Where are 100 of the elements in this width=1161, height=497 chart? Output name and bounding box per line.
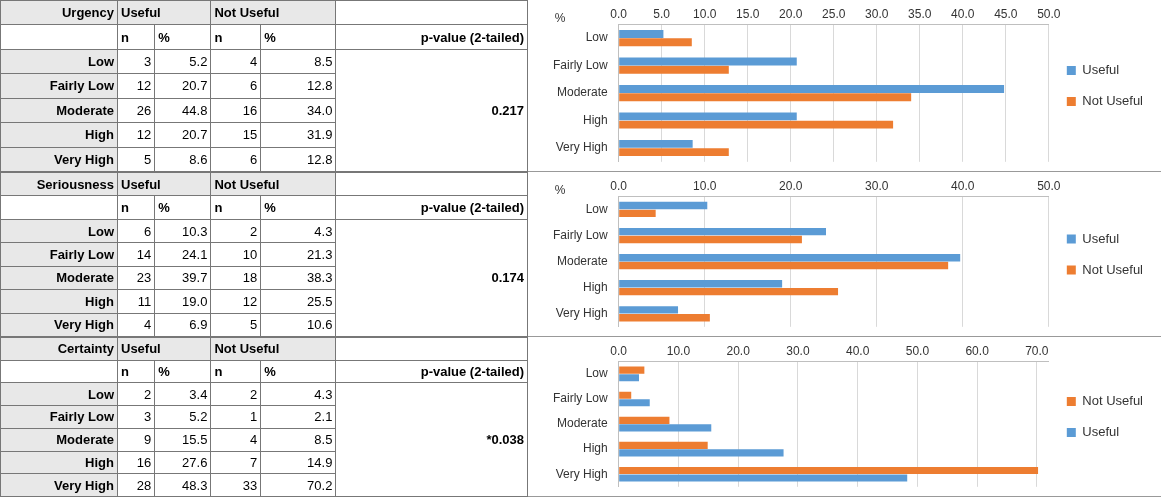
text: 8.5 — [260, 49, 336, 74]
text: 8.6 — [154, 147, 211, 172]
text: *0.038 — [335, 382, 528, 497]
x-tick-label: 50.0 — [1037, 6, 1061, 21]
text: Not Useful — [210, 337, 336, 361]
y-tick-label: Low — [585, 30, 609, 45]
text: 7 — [210, 451, 261, 474]
category-label: Very High — [54, 317, 114, 333]
text: n — [117, 360, 155, 383]
x-tick-label: 20.0 — [779, 178, 803, 193]
text: p-value (2-tailed) — [335, 195, 528, 220]
category-label: Moderate — [56, 102, 114, 118]
text: 31.9 — [260, 122, 336, 148]
text: 3 — [117, 405, 155, 429]
y-tick-label: Very High — [555, 140, 608, 155]
text: Useful — [117, 172, 211, 196]
x-tick-label: 35.0 — [908, 6, 932, 21]
text: n — [210, 195, 261, 220]
x-tick-label: 60.0 — [965, 343, 990, 358]
x-tick-label: 25.0 — [822, 6, 846, 21]
legend-label: Not Useful — [1082, 393, 1144, 409]
y-tick-label: High — [582, 441, 608, 456]
x-tick-label: 50.0 — [1037, 178, 1061, 193]
text: 6 — [210, 147, 261, 172]
text: % — [260, 24, 336, 50]
text: 0.174 — [335, 219, 528, 337]
y-tick-label: Moderate — [556, 253, 608, 268]
text: Seriousness — [0, 172, 118, 196]
text: 4 — [210, 428, 261, 452]
text: 20.7 — [154, 122, 211, 148]
y-tick-label: Fairly Low — [552, 227, 609, 242]
text: 2 — [210, 219, 261, 243]
text: % — [260, 195, 336, 220]
text: 6 — [117, 219, 155, 243]
x-tick-label: 0.0 — [610, 6, 628, 21]
text: 28 — [117, 473, 155, 497]
text: Not Useful — [210, 172, 336, 196]
text: 9 — [117, 428, 155, 452]
x-tick-label: 20.0 — [726, 343, 751, 358]
y-tick-label: Low — [585, 366, 609, 381]
x-tick-label: 10.0 — [666, 343, 691, 358]
x-tick-label: 10.0 — [693, 6, 717, 21]
text: 4.3 — [260, 382, 336, 406]
category-label: Low — [88, 223, 114, 239]
x-tick-label: 70.0 — [1025, 343, 1049, 358]
category-label: High — [85, 127, 114, 143]
text: n — [210, 24, 261, 50]
text: 12 — [210, 289, 261, 314]
category-label: Fairly Low — [49, 409, 114, 425]
x-axis-title: % — [554, 182, 566, 197]
text: 33 — [210, 473, 261, 497]
legend-label: Useful — [1082, 62, 1120, 78]
text: 5.2 — [154, 49, 211, 74]
text: Useful — [117, 337, 211, 361]
text: 25.5 — [260, 289, 336, 314]
text: 20.7 — [154, 73, 211, 99]
text: 6.9 — [154, 313, 211, 337]
category-label: High — [85, 293, 114, 309]
text: Urgency — [0, 0, 118, 25]
legend-label: Useful — [1082, 230, 1120, 246]
category-label: Moderate — [56, 270, 114, 286]
x-tick-label: 40.0 — [951, 6, 975, 21]
x-tick-label: 15.0 — [736, 6, 760, 21]
x-tick-label: 5.0 — [653, 6, 671, 21]
text: 39.7 — [154, 266, 211, 290]
text: 44.8 — [154, 98, 211, 123]
text: 12 — [117, 73, 155, 99]
text: 15 — [210, 122, 261, 148]
text: 14.9 — [260, 451, 336, 474]
x-tick-label: 0.0 — [610, 343, 628, 358]
text: 70.2 — [260, 473, 336, 497]
x-tick-label: 40.0 — [845, 343, 870, 358]
y-tick-label: High — [582, 279, 608, 294]
text: 21.3 — [260, 242, 336, 267]
category-label: Very High — [54, 477, 114, 493]
text: 10.3 — [154, 219, 211, 243]
text: 19.0 — [154, 289, 211, 314]
text: 0.217 — [335, 49, 528, 172]
text: 11 — [117, 289, 155, 314]
category-label: Fairly Low — [49, 78, 114, 94]
text: p-value (2-tailed) — [335, 24, 528, 50]
legend-label: Not Useful — [1082, 261, 1144, 277]
text: 12.8 — [260, 147, 336, 172]
text: 16 — [117, 451, 155, 474]
x-tick-label: 30.0 — [786, 343, 810, 358]
text: 14 — [117, 242, 155, 267]
y-tick-label: Moderate — [556, 85, 608, 100]
text: 6 — [210, 73, 261, 99]
text: 23 — [117, 266, 155, 290]
text: 5 — [117, 147, 155, 172]
text: Useful — [117, 0, 211, 25]
text: 3 — [117, 49, 155, 74]
x-tick-label: 10.0 — [693, 178, 717, 193]
category-label: Very High — [54, 151, 114, 167]
text: 48.3 — [154, 473, 211, 497]
text: 4.3 — [260, 219, 336, 243]
text: n — [210, 360, 261, 383]
x-tick-label: 20.0 — [779, 6, 803, 21]
category-label: Low — [88, 386, 114, 402]
text: % — [154, 24, 211, 50]
